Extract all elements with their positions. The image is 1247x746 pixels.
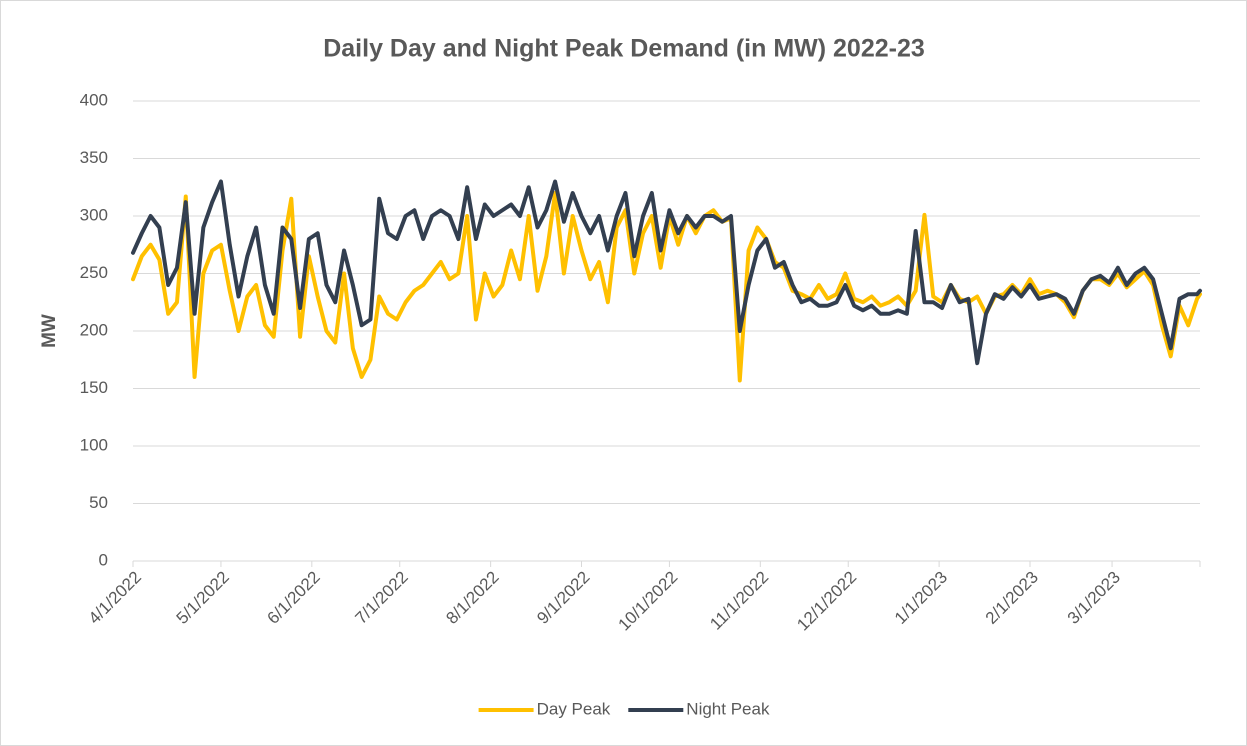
y-axis-label: MW [39, 314, 60, 348]
y-tick-label: 300 [80, 205, 108, 224]
y-tick-label: 350 [80, 148, 108, 167]
series-line [131, 179, 1202, 366]
legend: Day Peak Night Peak [478, 699, 770, 718]
chart-title: Daily Day and Night Peak Demand (in MW) … [323, 35, 925, 63]
y-tick-label: 50 [89, 493, 108, 512]
legend-label: Day Peak [537, 699, 611, 718]
y-tick-label: 400 [80, 90, 108, 109]
y-tick-label: 150 [80, 378, 108, 397]
y-tick-label: 250 [80, 263, 108, 282]
y-tick-label: 100 [80, 435, 108, 454]
legend-label: Night Peak [686, 699, 770, 718]
y-tick-label: 0 [99, 550, 108, 569]
y-tick-label: 200 [80, 320, 108, 339]
